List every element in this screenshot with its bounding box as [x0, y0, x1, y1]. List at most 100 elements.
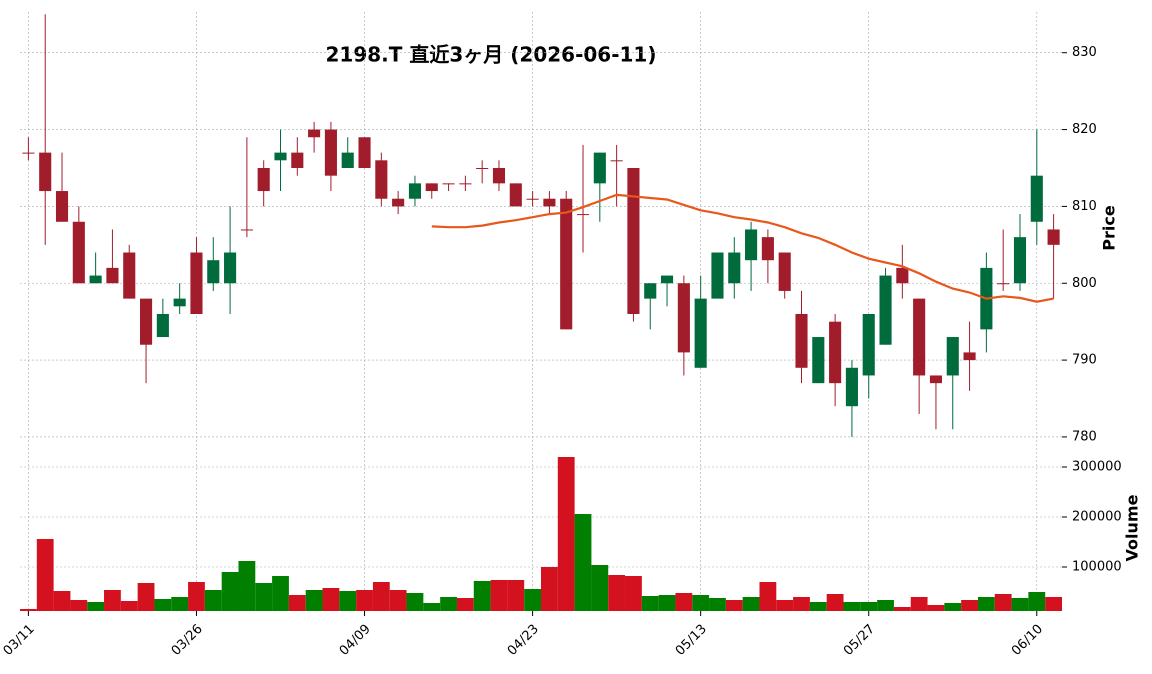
candle-body: [240, 229, 253, 231]
candle-body: [593, 152, 606, 184]
volume-bar: [104, 590, 121, 611]
volume-bar: [507, 580, 525, 611]
candle-body: [173, 298, 186, 307]
candle-body: [963, 352, 976, 361]
volume-bar: [389, 590, 407, 611]
volume-bar: [877, 600, 894, 611]
candle-body: [576, 214, 590, 216]
volume-bar: [742, 597, 760, 611]
candle-body: [358, 137, 371, 168]
candle-body: [89, 275, 102, 284]
candle-body: [929, 375, 943, 384]
volume-bar: [1028, 592, 1046, 611]
candle-body: [896, 267, 909, 284]
volume-bar: [120, 601, 138, 611]
volume-bar: [53, 591, 71, 611]
candle-body: [509, 183, 522, 207]
volume-bar: [944, 603, 962, 611]
y-tick-label: 820: [1072, 122, 1097, 137]
moving-average: [431, 193, 1054, 303]
candle-body: [845, 367, 858, 407]
volume-bar: [406, 593, 424, 611]
volume-bar: [473, 581, 491, 611]
candle-body: [627, 167, 640, 314]
candle-body: [106, 267, 119, 284]
volume-bar: [625, 576, 642, 611]
candle-body: [408, 183, 422, 199]
volume-bar: [977, 597, 995, 611]
volume-bar: [675, 593, 693, 611]
candle-body: [156, 313, 169, 338]
candle-body: [341, 152, 354, 168]
candle-body: [526, 198, 539, 200]
y-tick-label: 790: [1072, 353, 1097, 368]
candle-body: [39, 152, 52, 192]
x-tick-label: 05/27: [841, 622, 878, 659]
candle-body: [324, 129, 337, 176]
candle-body: [560, 198, 573, 330]
candle-body: [375, 160, 388, 199]
volume-bar: [339, 591, 357, 611]
volume-bar: [524, 589, 541, 611]
candle-body: [224, 252, 237, 284]
candle-body: [728, 252, 741, 284]
volume-bar: [910, 597, 928, 611]
volume-bar: [641, 596, 659, 611]
candle-body: [492, 167, 506, 184]
candle-body: [997, 283, 1010, 285]
candle-body: [257, 167, 270, 192]
candle-body: [207, 260, 220, 284]
volume-bar: [372, 582, 390, 611]
candle-body: [745, 229, 758, 261]
volume-bar: [137, 583, 155, 611]
volume-bar: [725, 600, 743, 611]
candle-body: [795, 313, 808, 368]
volume-tick-label: 300000: [1072, 460, 1122, 475]
volume-bar: [843, 602, 861, 611]
volume-bar: [36, 539, 54, 611]
x-tick-label: 03/26: [169, 622, 206, 659]
candle-body: [644, 283, 657, 299]
volume-bar: [692, 595, 710, 611]
volume-bar: [994, 594, 1012, 611]
volume-tick-label: 100000: [1072, 560, 1122, 575]
y-tick-label: 810: [1072, 199, 1097, 214]
candle-body: [879, 275, 892, 345]
x-tick-label: 04/23: [505, 622, 542, 659]
volume-axis-label: Volume: [1123, 494, 1142, 561]
candle-body: [711, 252, 724, 299]
volume-bar: [574, 514, 592, 611]
volume-bar: [759, 582, 777, 611]
candle-body: [442, 183, 455, 185]
volume-bar: [238, 561, 256, 611]
volume-bar: [255, 583, 273, 611]
volume-bar: [188, 582, 205, 611]
candle-body: [862, 313, 875, 376]
volume-bar: [490, 580, 508, 611]
volume-bar: [793, 597, 810, 611]
candle-body: [190, 252, 203, 314]
candle-body: [55, 191, 69, 222]
candle-body: [946, 337, 959, 376]
volume-bar: [305, 590, 323, 611]
volume-bar: [541, 567, 558, 611]
volume-bar: [154, 599, 172, 611]
candle-body: [1030, 175, 1043, 222]
volume-bar: [809, 602, 827, 611]
chart-title: 2198.T 直近3ヶ月 (2026-06-11): [326, 43, 657, 67]
candle-body: [761, 237, 774, 261]
volume-bar: [70, 600, 88, 611]
volume-bar: [1011, 598, 1029, 611]
candle-body: [308, 129, 321, 138]
volume-bar: [272, 576, 289, 611]
candle-body: [274, 152, 287, 161]
y-tick-label: 830: [1072, 45, 1097, 60]
candle-body: [392, 198, 405, 207]
candle-body: [476, 167, 489, 169]
x-tick-label: 06/10: [1009, 622, 1046, 659]
candle-body: [459, 183, 472, 185]
candle-body: [139, 298, 153, 345]
candle-body: [1013, 237, 1027, 284]
volume-bar: [204, 590, 222, 611]
